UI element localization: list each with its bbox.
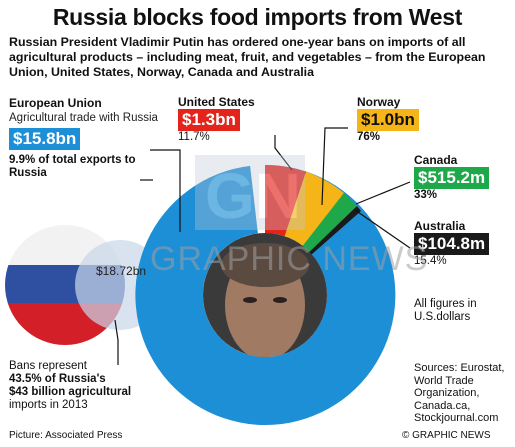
picture-credit: Picture: Associated Press: [9, 430, 123, 441]
sources-note: Sources: Eurostat, World Trade Organizat…: [414, 362, 505, 424]
us-name: United States: [178, 95, 255, 109]
slice-canada: [302, 193, 357, 253]
canada-value: $515.2m: [414, 167, 490, 189]
canada-label-block: Canada $515.2m 33%: [414, 153, 490, 201]
norway-label-block: Norway $1.0bn 76%: [357, 95, 419, 143]
canada-pct: 33%: [414, 189, 438, 201]
gn-logo-watermark: GN: [195, 155, 305, 232]
eu-value: $15.8bn: [9, 128, 81, 150]
graphic-news-watermark: GRAPHIC NEWS: [150, 240, 429, 278]
eu-subtitle: Agricultural trade with Russia: [9, 112, 158, 124]
all-figures-note: All figures in U.S.dollars: [414, 298, 477, 323]
svg-text:GN: GN: [205, 160, 301, 232]
canada-name: Canada: [414, 153, 458, 167]
bans-note: Bans represent 43.5% of Russia's $43 bil…: [9, 360, 132, 411]
eu-label-block: European Union Agricultural trade with R…: [9, 96, 169, 180]
page-title: Russia blocks food imports from West: [52, 4, 463, 30]
us-label-block: United States $1.3bn 11.7%: [178, 95, 255, 143]
slice-australia: [309, 206, 361, 255]
donut-slices: [135, 164, 396, 425]
us-value: $1.3bn: [178, 109, 240, 131]
slice-norway: [284, 171, 344, 246]
norway-pct: 76%: [357, 131, 381, 143]
page-subtitle: Russian President Vladimir Putin has ord…: [9, 35, 486, 79]
us-pct: 11.7%: [178, 131, 210, 143]
copyright: © GRAPHIC NEWS: [402, 430, 491, 441]
australia-label-block: Australia $104.8m 15.4%: [414, 219, 490, 267]
russia-value-label: $18.72bn: [96, 264, 147, 278]
putin-photo: [203, 233, 327, 357]
slice-us: [265, 164, 306, 237]
australia-value: $104.8m: [414, 233, 490, 255]
australia-name: Australia: [414, 219, 466, 233]
norway-value: $1.0bn: [357, 109, 419, 131]
eu-pct: 9.9% of total exports to Russia: [9, 154, 136, 179]
norway-name: Norway: [357, 95, 401, 109]
leader-lines: [114, 127, 411, 365]
eu-name: European Union: [9, 96, 102, 110]
australia-pct: 15.4%: [414, 255, 447, 267]
